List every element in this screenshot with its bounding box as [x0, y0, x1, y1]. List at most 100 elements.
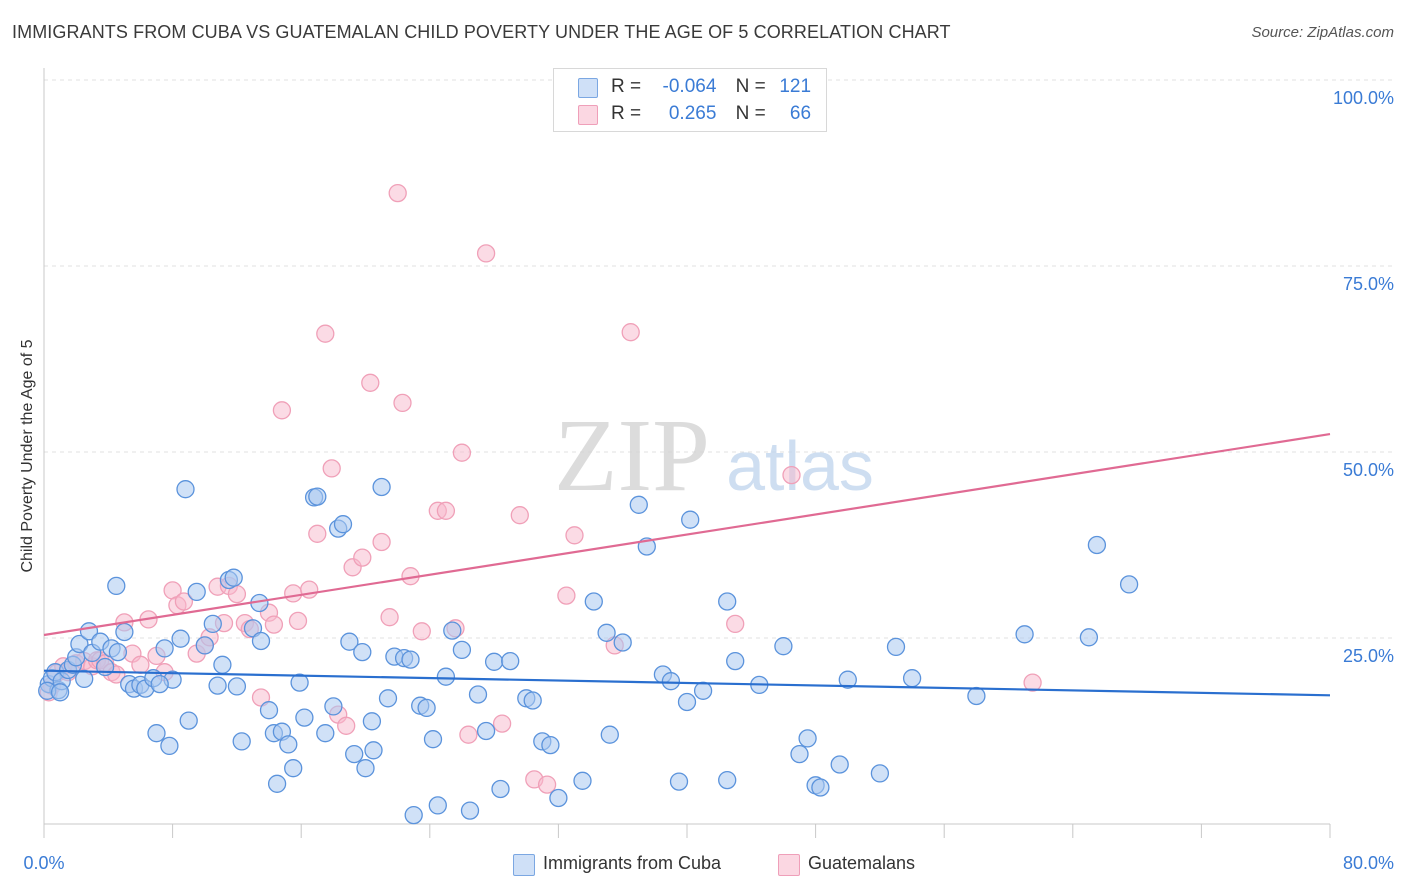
data-point-cuba-63 [378, 689, 398, 708]
data-point-cuba-42 [259, 701, 279, 720]
y-tick-label-100: 100.0% [1333, 88, 1394, 108]
data-point-cuba-66 [401, 650, 420, 669]
data-point-cuba-104 [790, 744, 809, 764]
data-point-cuba-103 [774, 637, 793, 656]
data-point-cuba-99 [718, 592, 737, 611]
data-point-cuba-90 [613, 633, 632, 652]
data-point-cuba-31 [195, 636, 214, 655]
data-point-guatemalans-34 [272, 401, 292, 420]
data-point-cuba-89 [600, 725, 619, 744]
data-point-cuba-58 [353, 642, 372, 662]
y-tick-label-75: 75.0% [1343, 274, 1394, 294]
data-point-cuba-87 [584, 592, 603, 611]
legend-n-label: N = [735, 76, 766, 97]
legend-swatch-guatemalans [578, 105, 598, 125]
data-point-cuba-112 [902, 669, 922, 688]
data-point-guatemalans-62 [557, 586, 576, 605]
legend-r-value: -0.064 [662, 76, 717, 97]
data-point-cuba-86 [573, 771, 592, 790]
data-point-cuba-73 [443, 621, 462, 640]
data-point-cuba-9 [75, 669, 94, 689]
data-point-cuba-61 [364, 741, 383, 760]
data-point-guatemalans-40 [322, 459, 341, 478]
data-point-cuba-105 [798, 729, 817, 748]
data-point-guatemalans-68 [1023, 673, 1042, 692]
data-point-cuba-46 [279, 735, 298, 754]
data-point-guatemalans-47 [380, 608, 399, 627]
data-point-cuba-16 [115, 622, 134, 642]
data-point-cuba-115 [1079, 628, 1099, 647]
data-point-cuba-109 [838, 670, 857, 689]
data-point-cuba-79 [491, 779, 510, 799]
data-point-cuba-77 [476, 721, 496, 741]
data-point-guatemalans-59 [510, 506, 529, 525]
data-point-guatemalans-36 [288, 611, 308, 631]
data-point-cuba-100 [718, 770, 737, 790]
data-point-cuba-113 [967, 686, 986, 706]
data-point-guatemalans-58 [492, 714, 512, 733]
data-point-cuba-78 [484, 652, 504, 671]
bottom-legend-swatch-guatemalans [778, 854, 800, 876]
data-point-cuba-96 [677, 692, 697, 712]
data-point-cuba-80 [501, 651, 520, 671]
source-attribution: Source: ZipAtlas.com [1251, 24, 1394, 41]
trend-line-cuba [43, 669, 1331, 697]
data-point-guatemalans-55 [452, 443, 472, 462]
data-point-cuba-94 [661, 672, 681, 691]
data-point-guatemalans-45 [361, 373, 380, 392]
data-point-cuba-69 [417, 698, 436, 718]
data-point-cuba-116 [1087, 535, 1107, 555]
data-point-cuba-88 [597, 623, 616, 642]
data-point-guatemalans-44 [353, 548, 372, 567]
data-point-guatemalans-15 [131, 655, 150, 674]
data-point-cuba-38 [232, 732, 251, 751]
data-point-cuba-72 [436, 667, 456, 686]
data-point-cuba-15 [108, 642, 128, 662]
data-point-cuba-23 [147, 724, 166, 743]
data-point-cuba-120 [150, 674, 169, 694]
data-point-cuba-32 [203, 614, 222, 634]
data-point-cuba-28 [179, 711, 198, 730]
data-point-cuba-74 [452, 640, 472, 660]
data-point-guatemalans-46 [372, 532, 391, 552]
data-point-cuba-108 [830, 755, 849, 774]
bottom-legend-label-guatemalans: Guatemalans [808, 853, 916, 873]
data-point-guatemalans-61 [537, 775, 557, 794]
data-point-guatemalans-53 [436, 501, 456, 520]
data-point-guatemalans-21 [174, 592, 194, 611]
data-point-guatemalans-48 [388, 183, 407, 203]
data-point-cuba-82 [523, 691, 542, 710]
data-point-cuba-62 [372, 477, 391, 497]
legend-swatch-cuba [578, 78, 598, 98]
data-point-cuba-101 [726, 651, 745, 671]
data-point-guatemalans-57 [476, 244, 496, 263]
data-point-cuba-53 [324, 697, 343, 716]
legend-r-value: 0.265 [668, 103, 717, 124]
data-point-cuba-49 [295, 708, 314, 727]
gridlines [44, 79, 1394, 639]
trend-line-guatemalans [43, 433, 1331, 637]
tick-labels: 25.0% 50.0% 75.0% 100.0% 0.0% 80.0% [23, 88, 1394, 873]
data-point-guatemalans-67 [782, 465, 801, 485]
data-point-cuba-55 [333, 515, 353, 534]
data-point-cuba-56 [340, 632, 359, 651]
legend-r-label: R = [611, 103, 642, 124]
data-point-guatemalans-33 [264, 615, 284, 634]
data-point-cuba-75 [460, 801, 480, 820]
y-tick-label-25: 25.0% [1343, 646, 1394, 666]
data-point-cuba-97 [681, 510, 700, 529]
watermark-zip: ZIP [554, 398, 710, 513]
legend-n-label: N = [735, 103, 766, 124]
data-point-cuba-67 [404, 805, 423, 825]
data-point-guatemalans-65 [621, 323, 640, 342]
data-point-cuba-117 [1119, 575, 1139, 594]
y-tick-label-50: 50.0% [1343, 460, 1394, 480]
data-point-cuba-52 [316, 724, 335, 743]
watermark: ZIP atlas [554, 398, 874, 513]
points-cuba [38, 477, 1139, 825]
data-point-guatemalans-38 [308, 524, 327, 543]
data-point-cuba-17 [107, 576, 126, 596]
data-point-cuba-107 [811, 778, 830, 797]
data-point-guatemalans-56 [459, 725, 478, 744]
